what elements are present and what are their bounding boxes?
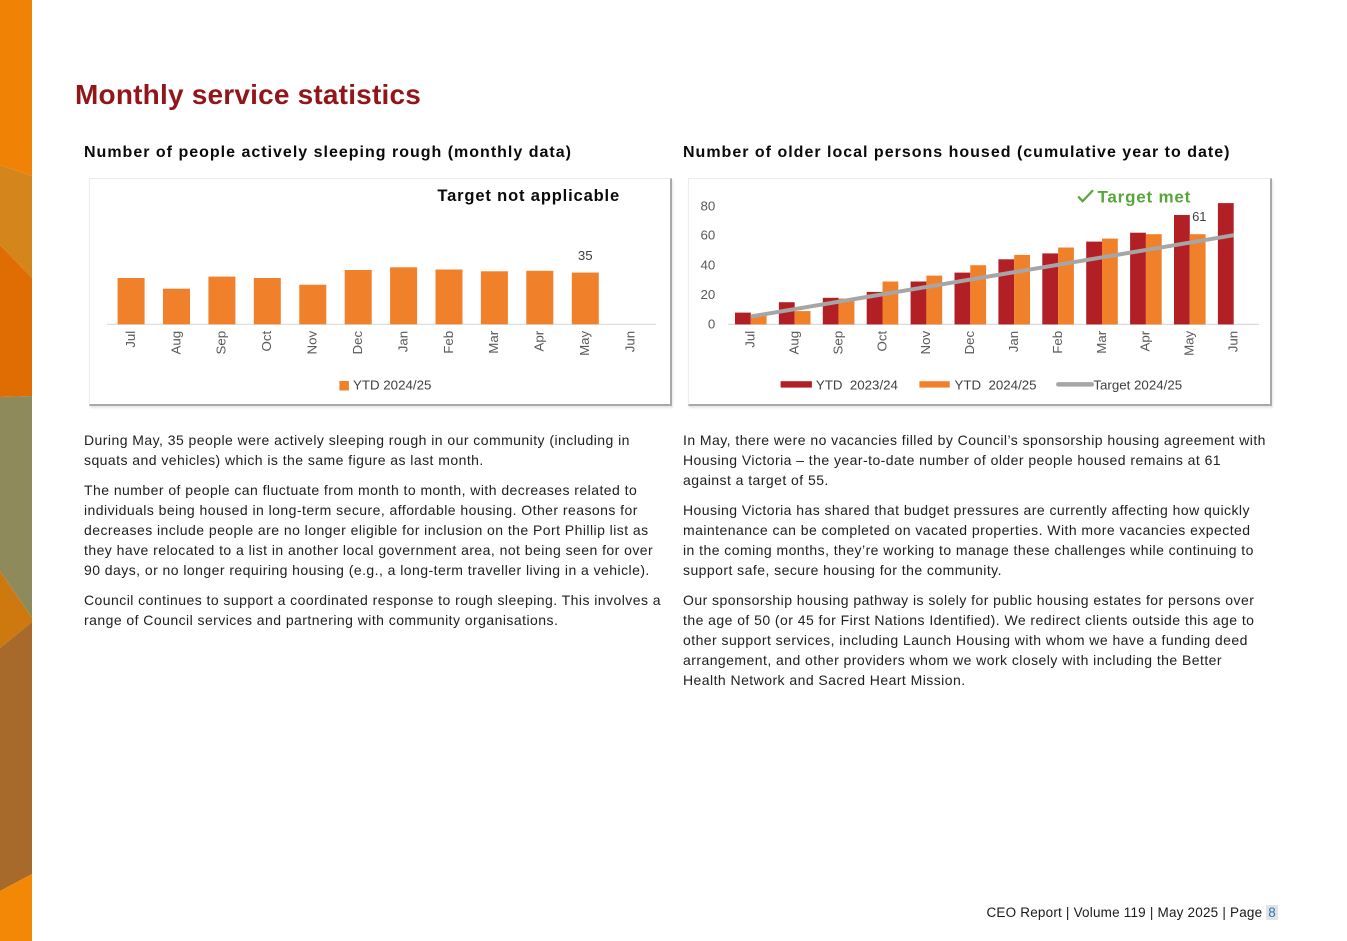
svg-text:35: 35 xyxy=(578,248,593,263)
svg-text:60: 60 xyxy=(701,228,716,243)
svg-text:May: May xyxy=(577,330,592,355)
svg-text:Nov: Nov xyxy=(918,330,933,354)
svg-text:Aug: Aug xyxy=(787,331,802,355)
svg-text:0: 0 xyxy=(708,317,715,332)
svg-text:80: 80 xyxy=(701,198,716,213)
svg-text:YTD 2024/25: YTD 2024/25 xyxy=(955,378,1037,393)
svg-text:Nov: Nov xyxy=(305,330,320,354)
svg-text:Aug: Aug xyxy=(168,331,183,355)
svg-text:Feb: Feb xyxy=(1050,331,1065,354)
svg-text:Target met: Target met xyxy=(1098,187,1192,206)
svg-text:Dec: Dec xyxy=(350,330,365,354)
svg-text:Target 2024/25: Target 2024/25 xyxy=(1093,378,1182,393)
svg-text:40: 40 xyxy=(701,257,716,272)
svg-text:Sep: Sep xyxy=(214,331,229,355)
svg-text:Jul: Jul xyxy=(743,331,758,348)
svg-text:Oct: Oct xyxy=(874,330,889,351)
svg-text:Jan: Jan xyxy=(395,331,410,352)
svg-text:Jan: Jan xyxy=(1006,331,1021,352)
svg-text:Oct: Oct xyxy=(259,330,274,351)
svg-text:20: 20 xyxy=(701,287,716,302)
svg-text:Feb: Feb xyxy=(441,331,456,354)
svg-text:Jun: Jun xyxy=(1226,331,1241,352)
svg-text:Sep: Sep xyxy=(830,331,845,355)
svg-text:Target not applicable: Target not applicable xyxy=(437,187,620,205)
svg-text:Jul: Jul xyxy=(123,331,138,348)
svg-text:Mar: Mar xyxy=(1094,330,1109,353)
svg-text:Dec: Dec xyxy=(962,330,977,354)
svg-text:May: May xyxy=(1182,330,1197,355)
svg-text:Apr: Apr xyxy=(532,330,547,351)
svg-text:61: 61 xyxy=(1192,209,1206,224)
svg-text:Apr: Apr xyxy=(1138,330,1153,351)
svg-text:Mar: Mar xyxy=(486,330,501,353)
svg-text:Jun: Jun xyxy=(623,331,638,352)
svg-text:YTD 2024/25: YTD 2024/25 xyxy=(353,378,431,393)
svg-text:YTD 2023/24: YTD 2023/24 xyxy=(816,378,898,393)
